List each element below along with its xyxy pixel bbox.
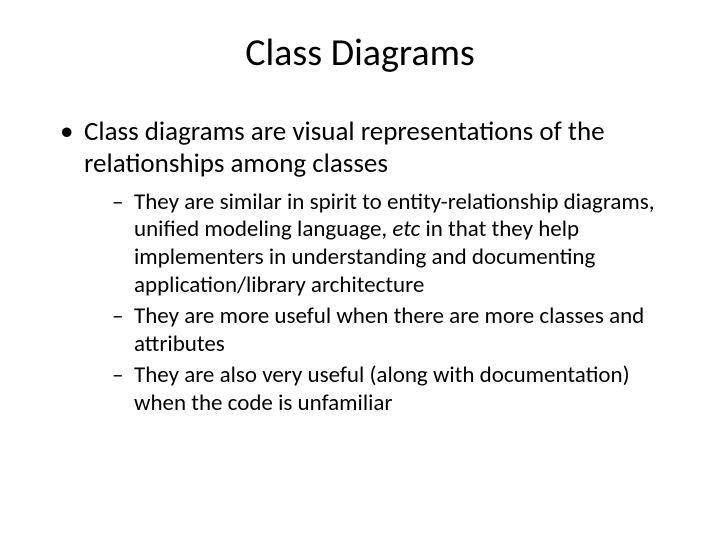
bullet-text: Class diagrams are visual representation… [84,115,605,180]
sub-item: They are also very useful (along with do… [112,362,680,417]
bullet-item: Class diagrams are visual representation… [60,116,680,418]
main-bullet-list: Class diagrams are visual representation… [40,116,680,418]
sub-item: They are similar in spirit to entity-rel… [112,189,680,299]
sub-text-prefix: They are more useful when there are more… [134,302,644,358]
sub-bullet-list: They are similar in spirit to entity-rel… [84,189,680,418]
sub-text-prefix: They are also very useful (along with do… [134,361,630,417]
slide-title: Class Diagrams [40,30,680,76]
sub-text-em: etc [392,215,420,243]
sub-item: They are more useful when there are more… [112,303,680,358]
